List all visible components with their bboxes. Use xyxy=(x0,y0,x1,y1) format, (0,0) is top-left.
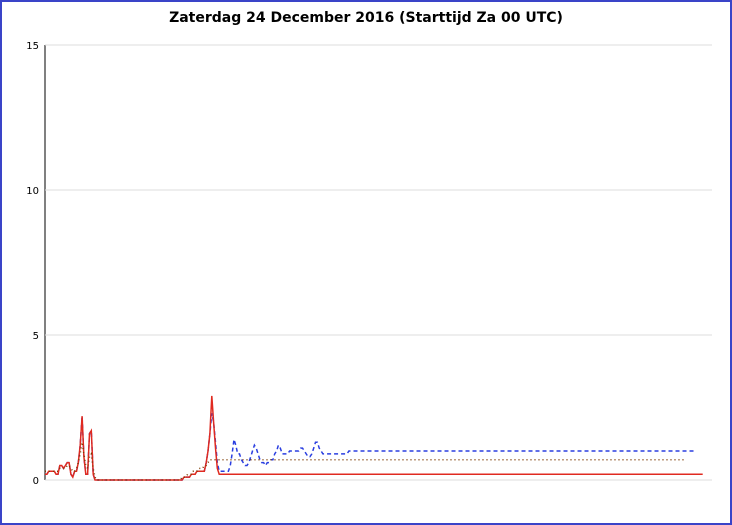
y-tick-label: 10 xyxy=(26,186,39,197)
y-tick-label: 0 xyxy=(33,476,39,487)
chart-title: Zaterdag 24 December 2016 (Starttijd Za … xyxy=(169,10,563,26)
y-tick-label: 15 xyxy=(26,41,39,52)
series-line xyxy=(45,442,687,481)
y-tick-label: 5 xyxy=(33,331,39,342)
